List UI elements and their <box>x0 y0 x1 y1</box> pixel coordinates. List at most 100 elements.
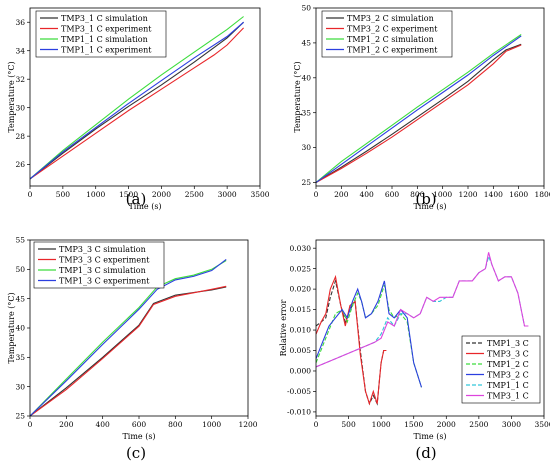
x-axis-title: Time (s) <box>413 432 446 441</box>
plot-frame <box>315 7 545 187</box>
panel-label: (d) <box>415 444 436 462</box>
x-tick-label: 200 <box>334 190 349 199</box>
x-tick-label: 800 <box>168 420 183 429</box>
y-tick-label: 26 <box>15 160 25 169</box>
series-line-4 <box>30 21 244 180</box>
x-tick-label: 500 <box>341 420 356 429</box>
x-tick-label: 400 <box>96 420 111 429</box>
series-line-2 <box>316 44 522 183</box>
y-tick-label: 0.015 <box>290 305 312 314</box>
x-tick-label: 400 <box>360 190 375 199</box>
legend-label: TMP3_1 C <box>487 391 529 400</box>
panel-label: (c) <box>126 444 146 462</box>
x-tick-label: 500 <box>56 190 71 199</box>
series-line-2 <box>30 285 227 416</box>
x-tick-label: 1500 <box>404 420 423 429</box>
series-line-1 <box>30 286 227 416</box>
x-tick-label: 2000 <box>437 420 456 429</box>
series-line-4 <box>316 280 423 388</box>
x-tick-label: 3500 <box>250 190 269 199</box>
legend-label: TMP1_3 C simulation <box>59 266 146 275</box>
y-axis-title: Temperature (°C) <box>7 292 16 363</box>
legend-label: TMP3_2 C experiment <box>347 24 438 33</box>
y-tick-label: 34 <box>15 46 25 55</box>
x-tick-label: 0 <box>28 420 33 429</box>
x-tick-label: 0 <box>28 190 33 199</box>
legend-label: TMP3_2 C <box>487 370 529 379</box>
y-tick-label: 45 <box>301 39 311 48</box>
chart-panel-1: 0 500 1000 1500 2000 2500 3000 3500 26 28 30 32 34 36… <box>7 7 270 211</box>
x-tick-label: 600 <box>385 190 400 199</box>
y-tick-label: 30 <box>301 143 311 152</box>
x-axis-title: Time (s) <box>128 202 161 211</box>
y-tick-label: 32 <box>15 75 25 84</box>
x-tick-label: 1000 <box>86 190 105 199</box>
x-tick-label: 1200 <box>238 420 257 429</box>
series-line-6 <box>316 252 529 368</box>
legend-label: TMP3_1 C experiment <box>61 24 152 33</box>
x-tick-label: 2500 <box>469 420 488 429</box>
legend-label: TMP3_1 C simulation <box>61 14 148 23</box>
y-tick-label: 0.020 <box>290 285 312 294</box>
y-axis-title: Relative error <box>279 299 288 356</box>
y-tick-label: 55 <box>15 236 25 245</box>
x-tick-label: 1000 <box>202 420 221 429</box>
x-tick-label: 2000 <box>152 190 171 199</box>
y-tick-label: -0.010 <box>287 408 311 417</box>
series-line-3 <box>316 34 522 183</box>
series-line-4 <box>316 35 522 183</box>
x-tick-label: 1600 <box>509 190 528 199</box>
x-tick-label: 1800 <box>534 190 550 199</box>
legend-label: TMP1_1 C <box>487 381 529 390</box>
legend-label: TMP3_3 C <box>487 349 529 358</box>
legend-label: TMP1_3 C experiment <box>59 276 150 285</box>
x-tick-label: 1500 <box>119 190 138 199</box>
legend-label: TMP1_2 C simulation <box>347 35 434 44</box>
y-tick-label: 50 <box>301 4 311 13</box>
y-tick-label: 40 <box>301 73 311 82</box>
x-tick-label: 2500 <box>185 190 204 199</box>
panel-label: (b) <box>415 190 436 208</box>
x-axis-title: Time (s) <box>413 202 446 211</box>
y-tick-label: 40 <box>15 324 25 333</box>
plot-frame <box>315 239 545 417</box>
x-tick-label: 0 <box>314 420 319 429</box>
y-tick-label: 0.030 <box>290 244 312 253</box>
x-tick-label: 1400 <box>484 190 503 199</box>
legend-label: TMP3_3 C experiment <box>59 255 150 264</box>
y-tick-label: 50 <box>15 265 25 274</box>
legend-label: TMP1_3 C <box>487 339 529 348</box>
legend-label: TMP3_3 C simulation <box>59 245 146 254</box>
panel-label: (a) <box>126 190 147 208</box>
x-tick-label: 200 <box>59 420 74 429</box>
x-tick-label: 800 <box>410 190 425 199</box>
x-tick-label: 3500 <box>534 420 550 429</box>
series-line-1 <box>316 43 522 183</box>
x-tick-label: 1000 <box>433 190 452 199</box>
x-tick-label: 0 <box>314 190 319 199</box>
y-tick-label: 35 <box>301 108 311 117</box>
x-axis-title: Time (s) <box>122 432 155 441</box>
legend-label: TMP1_1 C experiment <box>61 45 152 54</box>
chart-panel-2: 0 200 400 600 800 1000 1200 1400 1600 1800 25 30 35 4… <box>293 4 550 211</box>
x-tick-label: 600 <box>132 420 147 429</box>
x-tick-label: 3000 <box>218 190 237 199</box>
y-tick-label: 0.010 <box>290 326 312 335</box>
y-tick-label: 0.025 <box>290 264 312 273</box>
series-line-1 <box>30 21 244 180</box>
chart-panel-4: 0 500 1000 1500 2000 2500 3000 3500 -0.010 -0.005… <box>279 239 550 462</box>
plot-frame <box>29 7 261 187</box>
x-tick-label: 1000 <box>372 420 391 429</box>
y-tick-label: 28 <box>15 132 25 141</box>
y-tick-label: -0.005 <box>287 387 311 396</box>
x-tick-label: 3000 <box>502 420 521 429</box>
y-tick-label: 0.005 <box>290 346 312 355</box>
legend-label: TMP3_2 C simulation <box>347 14 434 23</box>
y-tick-label: 25 <box>15 412 25 421</box>
y-axis-title: Temperature (°C) <box>293 61 302 132</box>
y-tick-label: 0.000 <box>290 367 312 376</box>
